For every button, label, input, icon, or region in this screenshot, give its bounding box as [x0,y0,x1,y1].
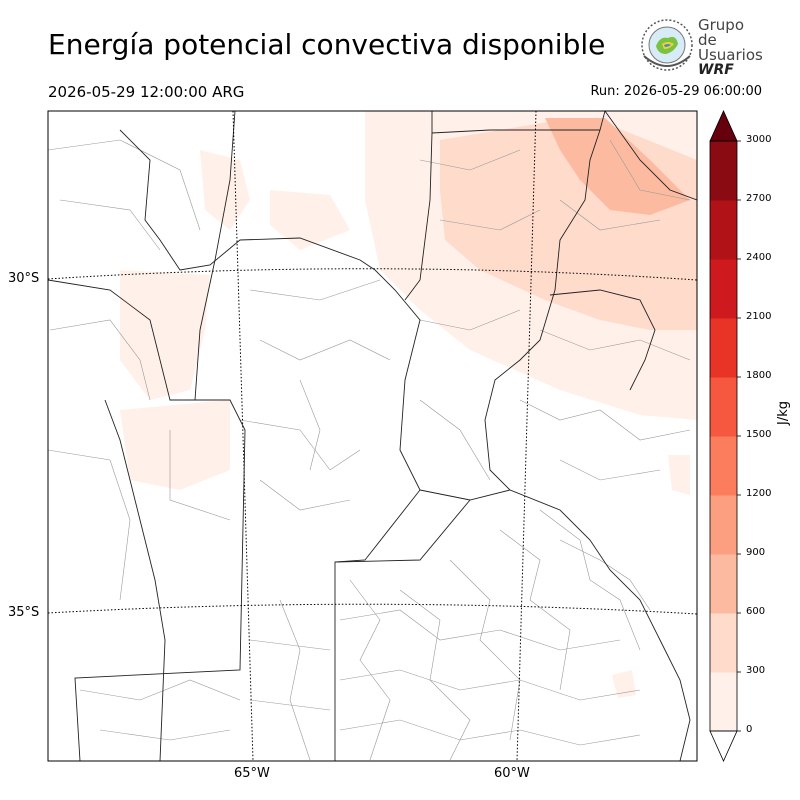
logo-line2: Usuarios [698,46,763,64]
cape-region-patch-4 [612,670,636,698]
province-borders [48,111,697,761]
logo-line3: WRF [698,62,734,78]
colorbar-bin [710,318,737,378]
colorbar-bin [710,436,737,496]
cape-field [120,111,697,698]
lon-label-65w: 65°W [234,766,270,781]
graticule-lat-30 [48,268,697,281]
colorbar-extend-min [709,730,738,762]
map-frame [47,110,698,762]
run-time: Run: 2026-05-29 06:00:00 [590,84,762,99]
wrf-group-logo: Grupo de Usuarios WRF [638,16,764,78]
graticule-lon-60 [516,111,537,761]
cape-region-patch-1 [200,150,250,230]
colorbar-bin [710,200,737,260]
lat-label-35s: 35°S [8,605,40,620]
colorbar-bin [710,495,737,555]
colorbar-tick-label: 1200 [746,488,772,499]
cape-region-600 [545,118,690,215]
colorbar-tick-label: 900 [746,547,766,558]
cape-region-patch-3 [668,455,690,495]
graticule-lon-65 [232,111,254,761]
colorbar-tick-label: 0 [746,724,753,735]
cape-region-patch-2 [270,190,350,250]
graticule [48,111,697,761]
logo-text: Grupo de Usuarios WRF [698,18,764,78]
map-area [48,111,697,761]
colorbar-tick-label: 2400 [746,252,772,263]
colorbar-bin [710,377,737,437]
colorbar-extend-max [709,110,738,142]
colorbar-unit-label: J/kg [776,401,791,425]
lat-label-30s: 30°S [8,271,40,286]
logo-line1: Grupo de [698,16,744,49]
cape-region-low-north [365,111,697,420]
colorbar-bin [710,141,737,201]
colorbar-tick-label: 2100 [746,311,772,322]
colorbar-tick-label: 2700 [746,193,772,204]
colorbar-frame [709,140,738,732]
globe-logo-icon [641,19,693,71]
colorbar-bin [710,672,737,732]
cape-region-west-2 [120,400,230,490]
colorbar-tick-label: 3000 [746,134,772,145]
colorbar-tick-label: 1500 [746,429,772,440]
graticule-lat-35 [48,603,697,615]
cape-region-west-1 [120,270,210,400]
department-borders [48,139,691,761]
colorbar-tick-label: 300 [746,665,766,676]
cape-region-300 [440,120,697,330]
colorbar-tick-label: 1800 [746,370,772,381]
map-title: Energía potencial convectiva disponible [48,28,606,61]
valid-time: 2026-05-29 12:00:00 ARG [48,83,245,101]
lon-label-60w: 60°W [494,766,530,781]
colorbar-tick-label: 600 [746,606,766,617]
colorbar-bin [710,554,737,614]
colorbar-bin [710,613,737,673]
colorbar-bin [710,259,737,319]
